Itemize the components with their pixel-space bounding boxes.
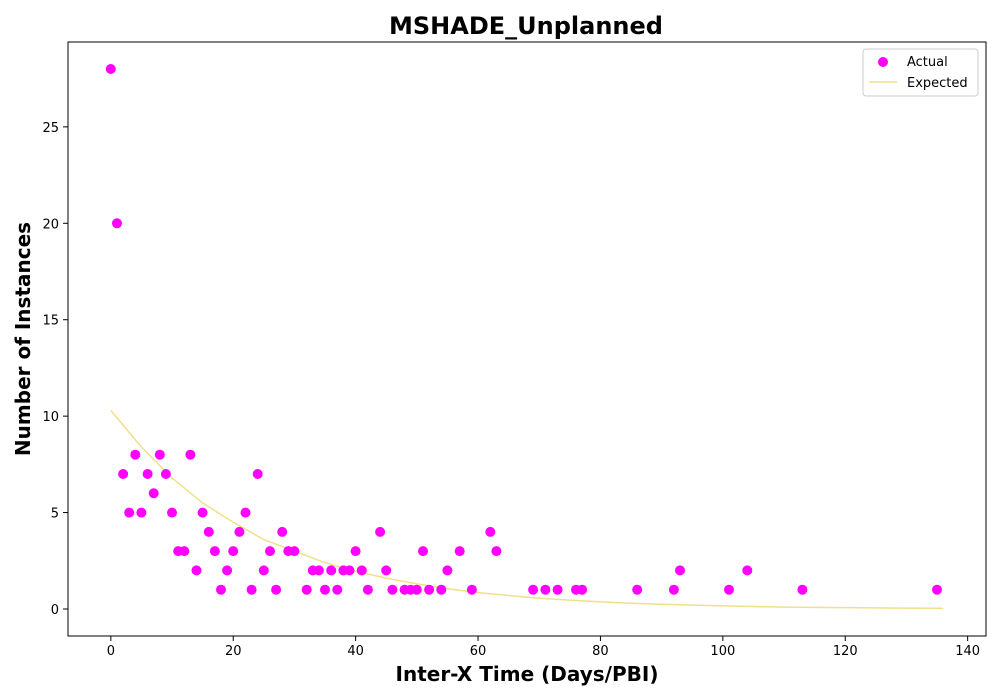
actual-point [344,565,355,576]
actual-point [203,526,214,537]
actual-point [332,584,343,595]
actual-point [234,526,245,537]
legend-expected-label: Expected [907,76,968,91]
actual-point [932,584,942,595]
y-tick-label: 0 [51,603,59,618]
actual-point [528,584,539,595]
actual-point [179,546,190,557]
actual-point [167,507,177,518]
x-tick-label: 80 [592,644,609,659]
legend-actual-marker [878,57,888,67]
actual-point [209,546,220,557]
x-tick-label: 0 [107,644,115,659]
actual-point [411,584,422,595]
actual-point [277,526,288,537]
x-tick-label: 20 [225,644,242,659]
actual-point [381,565,392,576]
actual-point [197,507,208,518]
actual-point [130,449,141,460]
y-tick-label: 10 [42,410,59,425]
actual-point [124,507,135,518]
actual-point [675,565,685,576]
actual-point [240,507,251,518]
actual-point [454,546,465,557]
actual-point [118,469,129,479]
y-tick-label: 5 [51,507,59,522]
actual-point [252,469,263,479]
x-tick-label: 40 [347,644,364,659]
actual-point [191,565,202,576]
actual-point [112,218,122,229]
actual-point [246,584,257,595]
actual-point [742,565,753,576]
actual-point [148,488,159,499]
legend: Actual Expected [862,48,979,97]
actual-point [301,584,312,595]
actual-point [540,584,551,595]
actual-point [350,546,361,557]
legend-actual-label: Actual [907,55,948,70]
y-tick-label: 20 [42,217,59,232]
legend-box [862,48,979,97]
actual-point [258,565,269,576]
actual-point [320,584,330,595]
actual-point [154,449,165,460]
actual-point [326,565,337,576]
actual-point [313,565,324,576]
y-tick-label: 15 [42,314,59,329]
actual-point [142,469,153,479]
x-tick-label: 60 [470,644,487,659]
actual-point [362,584,373,595]
actual-point [289,546,300,557]
actual-point [668,584,679,595]
actual-point [265,546,275,557]
y-tick-label: 25 [42,121,59,136]
actual-point [418,546,428,557]
actual-point [216,584,226,595]
actual-point [632,584,643,595]
actual-point [185,449,196,460]
actual-point [485,526,496,537]
actual-point [160,469,171,479]
actual-point [466,584,477,595]
actual-point [491,546,502,557]
y-axis-label: Number of Instances [11,222,35,456]
expected-series [110,409,944,610]
chart-title: MSHADE_Unplanned [389,12,663,40]
x-tick-label: 120 [833,644,858,659]
x-axis-label: Inter-X Time (Days/PBI) [396,662,659,686]
x-tick-label: 140 [955,644,980,659]
actual-point [228,546,239,557]
actual-point [436,584,447,595]
actual-point [577,584,588,595]
x-tick-label: 100 [710,644,735,659]
y-axis: 0 5 10 15 20 25 [42,121,68,618]
x-axis: 0 20 40 60 80 100 120 140 [107,636,980,659]
plot-area-frame [67,41,987,637]
actual-series [105,64,942,595]
actual-point [724,584,734,595]
actual-point [105,64,116,74]
actual-point [552,584,563,595]
actual-point [356,565,367,576]
actual-point [387,584,398,595]
actual-point [797,584,808,595]
actual-point [424,584,435,595]
actual-point [442,565,453,576]
expected-line [110,409,944,610]
actual-point [271,584,282,595]
actual-point [136,507,147,518]
actual-point [222,565,233,576]
actual-point [375,526,386,537]
